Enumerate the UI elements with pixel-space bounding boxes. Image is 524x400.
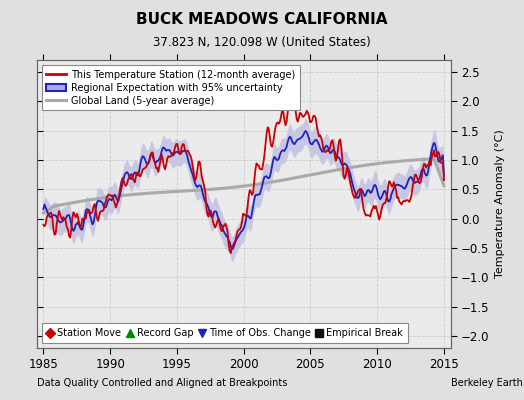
Legend: Station Move, Record Gap, Time of Obs. Change, Empirical Break: Station Move, Record Gap, Time of Obs. C… xyxy=(41,324,408,343)
Text: Berkeley Earth: Berkeley Earth xyxy=(451,378,522,388)
Y-axis label: Temperature Anomaly (°C): Temperature Anomaly (°C) xyxy=(495,130,505,278)
Text: BUCK MEADOWS CALIFORNIA: BUCK MEADOWS CALIFORNIA xyxy=(136,12,388,27)
Text: 37.823 N, 120.098 W (United States): 37.823 N, 120.098 W (United States) xyxy=(153,36,371,49)
Text: Data Quality Controlled and Aligned at Breakpoints: Data Quality Controlled and Aligned at B… xyxy=(37,378,287,388)
